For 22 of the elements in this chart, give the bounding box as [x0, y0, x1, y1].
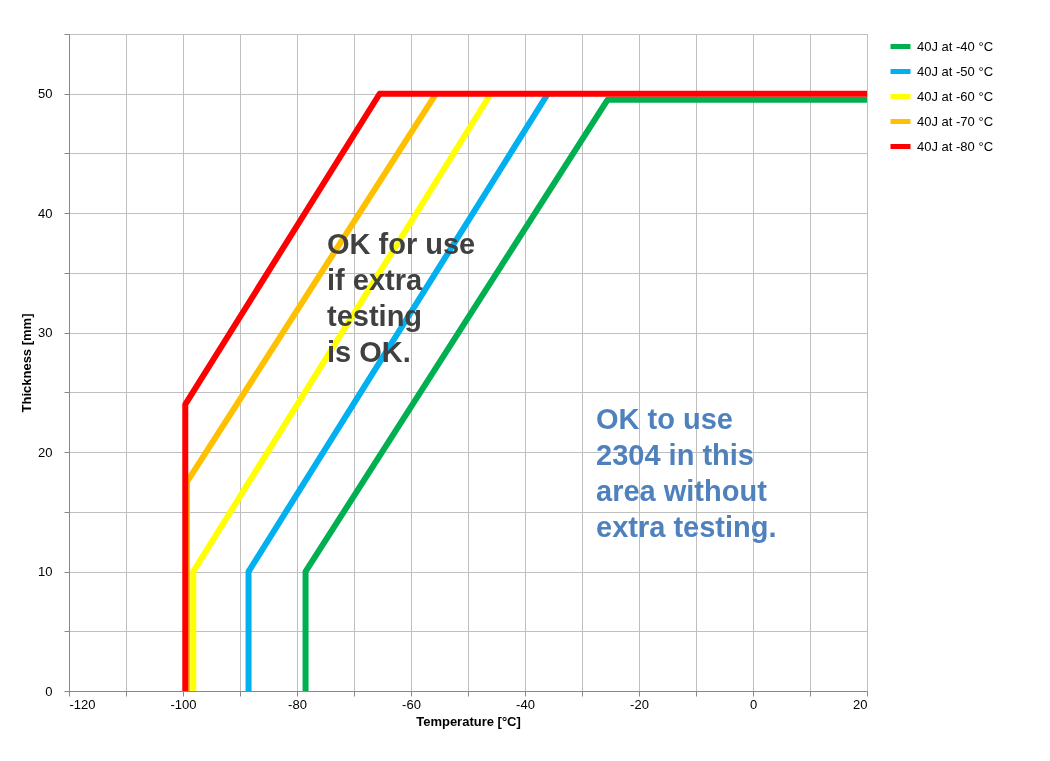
y-tick-label: 0 [45, 683, 53, 699]
y-tick-label: 10 [38, 564, 53, 580]
y-axis-title: Thickness [mm] [19, 313, 35, 413]
y-tick-label: 50 [38, 86, 53, 102]
x-tick-label: -60 [402, 696, 421, 712]
x-tick-label: 20 [853, 696, 868, 712]
x-tick-label: -20 [630, 696, 649, 712]
legend-label: 40J at -70 °C [917, 113, 994, 129]
x-tick-label: 0 [749, 696, 758, 712]
legend-label: 40J at -60 °C [917, 88, 994, 104]
y-tick-label: 30 [38, 325, 53, 341]
x-tick-label: -120 [69, 696, 96, 712]
x-tick-label: -100 [170, 696, 197, 712]
annotation: OK to use 2304 in this area without extra testing. [596, 403, 777, 543]
x-axis-title: Temperature [°C] [416, 713, 521, 729]
legend-label: 40J at -50 °C [917, 63, 994, 79]
y-tick-label: 20 [38, 444, 53, 460]
x-tick-label: -40 [516, 696, 535, 712]
x-tick-label: -80 [288, 696, 307, 712]
legend-label: 40J at -80 °C [917, 138, 994, 154]
legend-label: 40J at -40 °C [917, 38, 994, 54]
y-tick-label: 40 [38, 205, 53, 221]
